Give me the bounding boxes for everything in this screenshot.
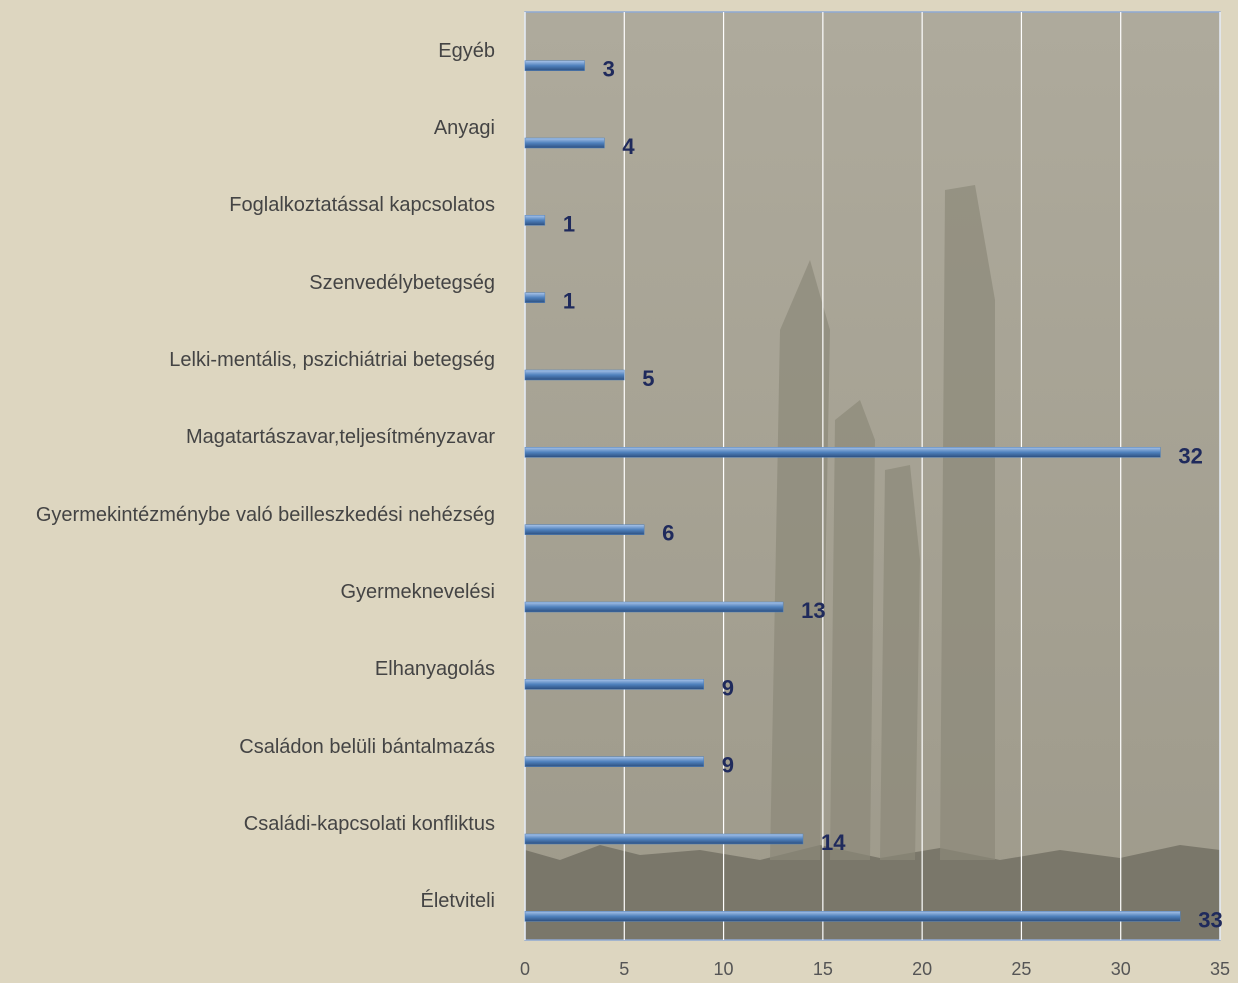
category-label: Foglalkoztatással kapcsolatos [229, 194, 495, 217]
value-label: 9 [722, 753, 734, 778]
bar [524, 369, 625, 381]
category-label: Családi-kapcsolati konfliktus [243, 813, 495, 835]
bar [524, 679, 704, 690]
category-label: Gyermekintézménybe való beilleszkedési n… [35, 503, 495, 526]
value-label: 5 [642, 366, 654, 391]
value-label: 13 [801, 598, 825, 623]
value-label: 4 [622, 134, 635, 159]
bar [524, 215, 546, 226]
value-label: 33 [1198, 907, 1222, 932]
bar [524, 833, 804, 845]
bar [524, 601, 784, 613]
bar [524, 60, 585, 71]
value-label: 3 [603, 57, 615, 82]
category-label: Elhanyagolás [374, 658, 495, 681]
x-tick-label: 10 [714, 959, 734, 979]
bar [524, 292, 546, 303]
category-label: Családon belüli bántalmazás [239, 735, 495, 758]
bar [524, 524, 645, 535]
x-tick-label: 5 [619, 959, 629, 979]
value-label: 1 [563, 211, 575, 236]
value-label: 6 [662, 521, 674, 546]
category-label: Egyéb [438, 39, 495, 62]
category-label: Szenvedélybetegség [309, 271, 495, 294]
category-label: Életviteli [420, 890, 495, 913]
bar [524, 756, 704, 767]
value-label: 32 [1178, 443, 1202, 468]
bar [524, 447, 1161, 458]
category-label: Anyagi [433, 117, 495, 139]
category-label: Lelki-mentális, pszichiátriai betegség [169, 349, 495, 371]
bar [524, 911, 1181, 922]
value-label: 1 [563, 289, 575, 314]
x-tick-label: 20 [912, 959, 932, 979]
category-label: Magatartászavar,teljesítményzavar [185, 426, 495, 449]
x-tick-label: 25 [1011, 959, 1031, 979]
decoration [770, 185, 995, 860]
x-tick-label: 0 [520, 959, 530, 979]
x-tick-label: 15 [813, 959, 833, 979]
x-tick-label: 35 [1210, 959, 1230, 979]
x-tick-label: 30 [1111, 959, 1131, 979]
value-label: 14 [821, 830, 846, 855]
decoration [525, 845, 1220, 940]
value-label: 9 [722, 675, 734, 700]
bar [524, 137, 605, 149]
category-label: Gyermeknevelési [340, 581, 495, 603]
